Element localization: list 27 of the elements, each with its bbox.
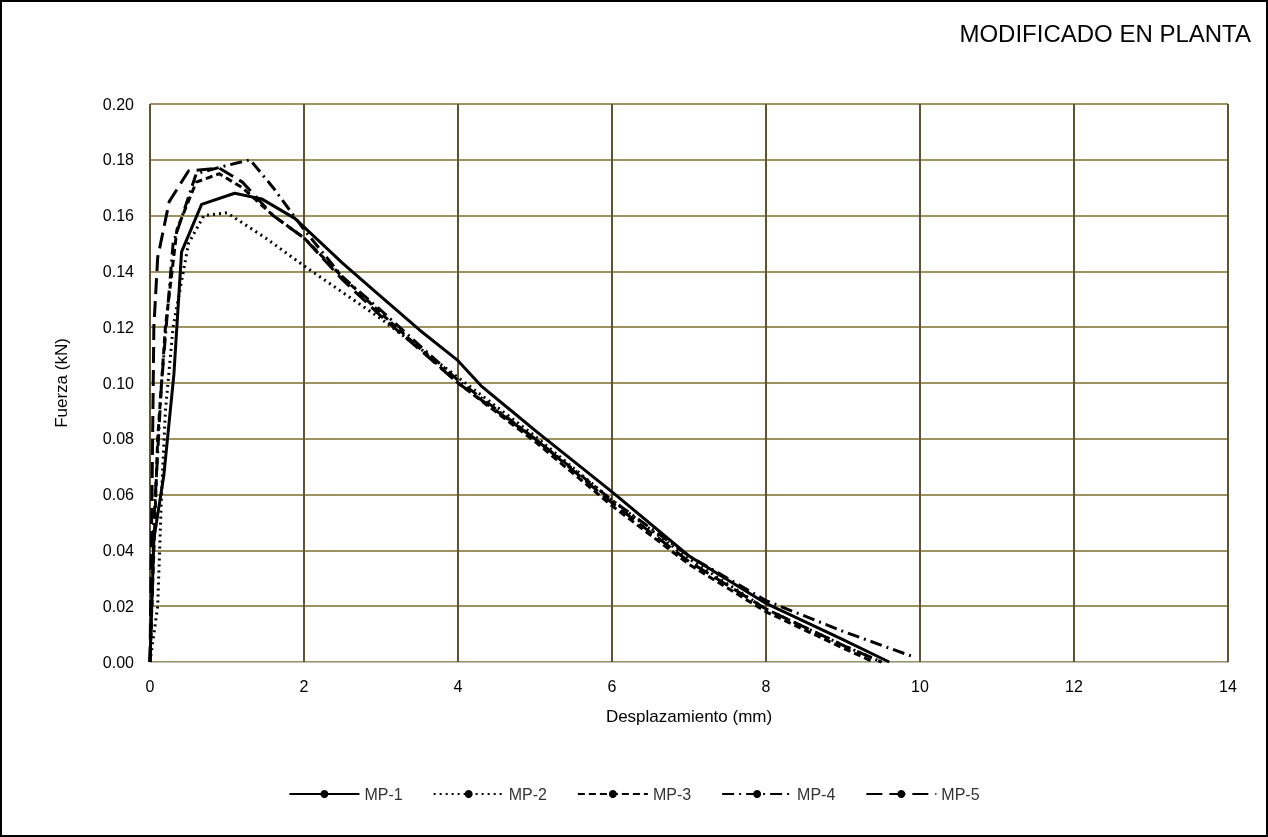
legend-label: MP-3 bbox=[652, 785, 692, 803]
x-tick-label: 14 bbox=[1219, 677, 1237, 695]
legend-label: MP-5 bbox=[941, 785, 980, 803]
x-tick-label: 4 bbox=[453, 677, 463, 695]
x-tick-label: 10 bbox=[911, 677, 929, 695]
y-axis-title: Fuerza (kN) bbox=[52, 338, 71, 428]
y-tick-label: 0.06 bbox=[102, 486, 135, 504]
y-tick-label: 0.04 bbox=[102, 541, 135, 559]
y-tick-label: 0.08 bbox=[102, 430, 135, 448]
x-tick-label: 0 bbox=[145, 677, 155, 695]
legend-label: MP-4 bbox=[797, 785, 836, 803]
x-tick-label: 6 bbox=[607, 677, 617, 695]
y-tick-label: 0.12 bbox=[102, 318, 135, 336]
chart-title: MODIFICADO EN PLANTA bbox=[959, 19, 1252, 47]
y-tick-label: 0.10 bbox=[102, 374, 135, 392]
y-tick-label: 0.16 bbox=[102, 207, 135, 225]
x-axis-title: Desplazamiento (mm) bbox=[605, 707, 773, 726]
x-tick-label: 12 bbox=[1065, 677, 1083, 695]
y-tick-label: 0.14 bbox=[102, 262, 135, 280]
legend-label: MP-1 bbox=[364, 785, 403, 803]
x-tick-label: 8 bbox=[761, 677, 771, 695]
x-tick-label: 2 bbox=[299, 677, 309, 695]
y-tick-label: 0.18 bbox=[102, 151, 135, 169]
y-tick-label: 0.02 bbox=[102, 597, 135, 615]
legend-label: MP-2 bbox=[508, 785, 547, 803]
y-tick-label: 0.00 bbox=[102, 653, 135, 671]
y-tick-label: 0.20 bbox=[102, 95, 135, 113]
